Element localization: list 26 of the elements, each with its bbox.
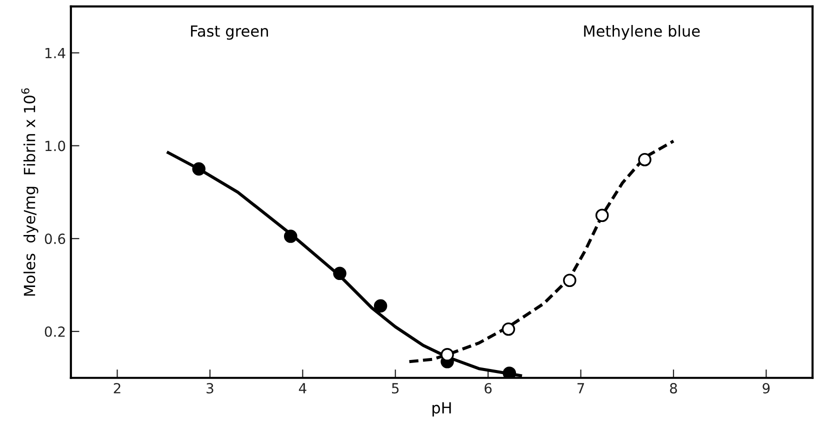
point (563, 274, 576, 288)
x-tick-label: 3 (206, 383, 214, 394)
point (502, 322, 516, 336)
y-axis-title: Moles dye/mg Fibrin x 10$^{6}$ (21, 88, 38, 296)
y-tick-label: 0.6 (44, 234, 66, 244)
point (284, 230, 298, 243)
x-tick-label: 7 (578, 383, 584, 394)
annotation: Fast green (191, 25, 268, 40)
point (192, 162, 206, 176)
point (595, 208, 609, 222)
x-tick-label: 4 (298, 383, 306, 394)
y-tick-label: 1.0 (45, 140, 66, 152)
point (638, 153, 652, 166)
point (333, 266, 346, 280)
x-tick-label: 6 (484, 383, 492, 394)
annotation: Methylene blue (584, 24, 700, 40)
x-tick-label: 8 (670, 383, 677, 394)
point (440, 348, 454, 362)
x-axis-title: pH (432, 402, 451, 417)
x-tick-label: 9 (762, 383, 770, 394)
point (374, 299, 388, 313)
point (502, 366, 516, 378)
y-tick-label: 1.4 (45, 48, 66, 58)
x-tick-label: 2 (114, 383, 120, 394)
x-tick-label: 5 (392, 383, 399, 394)
y-tick-label: 0.2 (44, 326, 65, 337)
